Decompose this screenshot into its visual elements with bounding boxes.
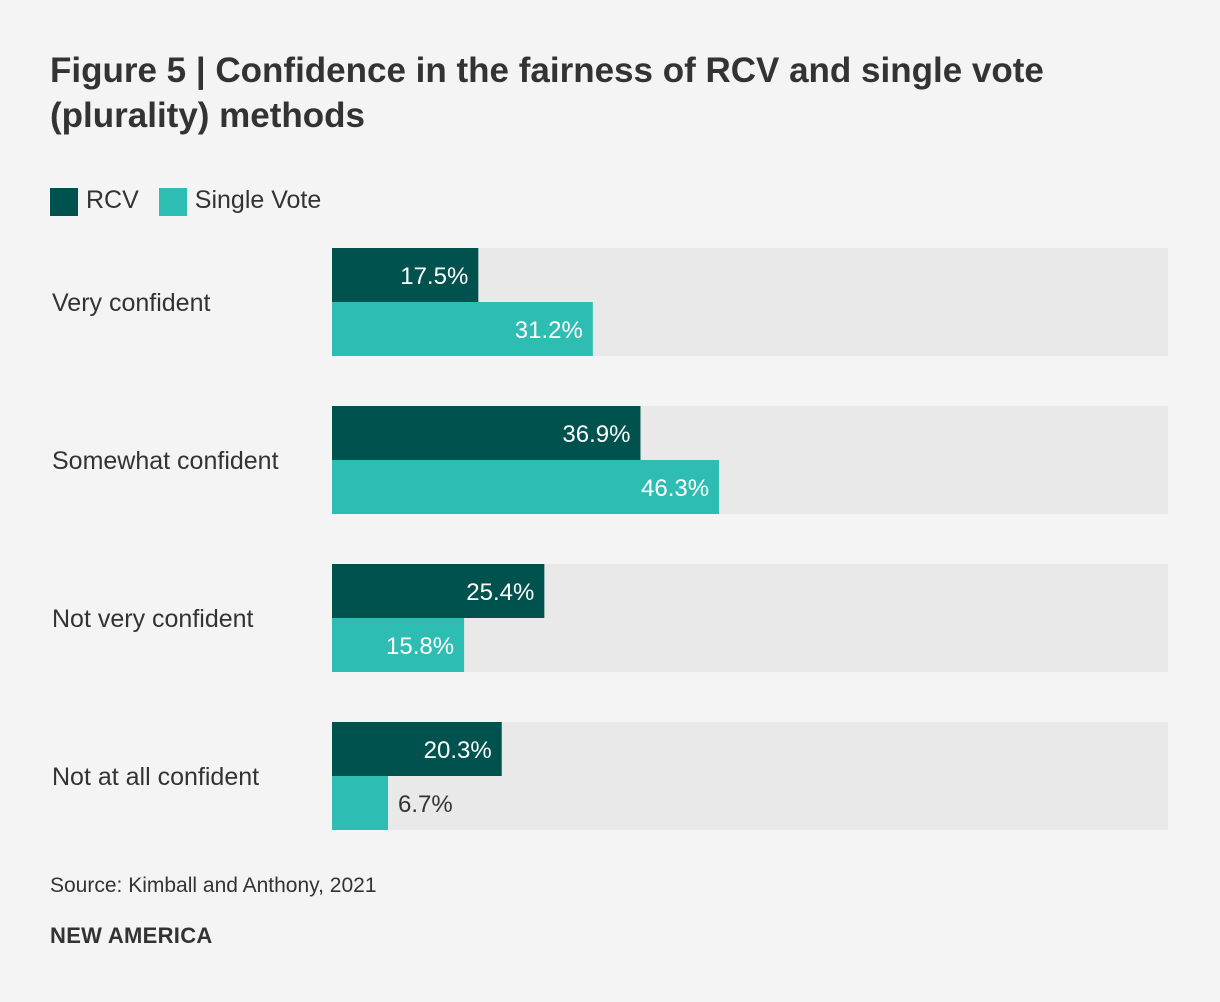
source-note: Source: Kimball and Anthony, 2021 (50, 874, 377, 897)
category-label-not-at-all-confident: Not at all confident (52, 763, 259, 791)
category-label-not-very-confident: Not very confident (52, 605, 254, 633)
brand-wordmark: NEW AMERICA (50, 923, 213, 948)
data-label-rcv-somewhat-confident: 36.9% (562, 421, 630, 448)
bar-rcv-somewhat-confident (332, 406, 641, 460)
category-label-very-confident: Very confident (52, 289, 210, 317)
bar-rcv-very-confident (332, 248, 479, 302)
data-label-rcv-not-at-all-confident: 20.3% (424, 737, 492, 764)
bar-single-vote-very-confident (332, 302, 593, 356)
data-label-single-vote-very-confident: 31.2% (515, 317, 583, 344)
category-label-somewhat-confident: Somewhat confident (52, 447, 279, 475)
bar-single-vote-not-very-confident (332, 618, 465, 672)
bar-rcv-not-at-all-confident (332, 722, 502, 776)
data-label-single-vote-not-at-all-confident: 6.7% (398, 791, 453, 818)
legend-swatch-single-vote (158, 188, 187, 216)
legend-item-single-vote: Single Vote (158, 184, 322, 216)
legend-label-single-vote: Single Vote (194, 185, 322, 214)
bar-single-vote-somewhat-confident (332, 460, 720, 514)
legend-item-rcv: RCV (50, 184, 139, 216)
data-label-single-vote-somewhat-confident: 46.3% (641, 475, 709, 502)
data-label-rcv-very-confident: 17.5% (400, 263, 468, 290)
data-label-single-vote-not-very-confident: 15.8% (386, 633, 454, 660)
bar-single-vote-not-at-all-confident (332, 776, 389, 830)
legend-swatch-rcv (50, 188, 78, 216)
legend: RCV Single Vote (50, 183, 341, 217)
bar-rcv-not-very-confident (332, 564, 545, 618)
data-label-rcv-not-very-confident: 25.4% (466, 579, 534, 606)
legend-label-rcv: RCV (86, 185, 139, 214)
chart-title: Figure 5 | Confidence in the fairness of… (50, 51, 1044, 135)
